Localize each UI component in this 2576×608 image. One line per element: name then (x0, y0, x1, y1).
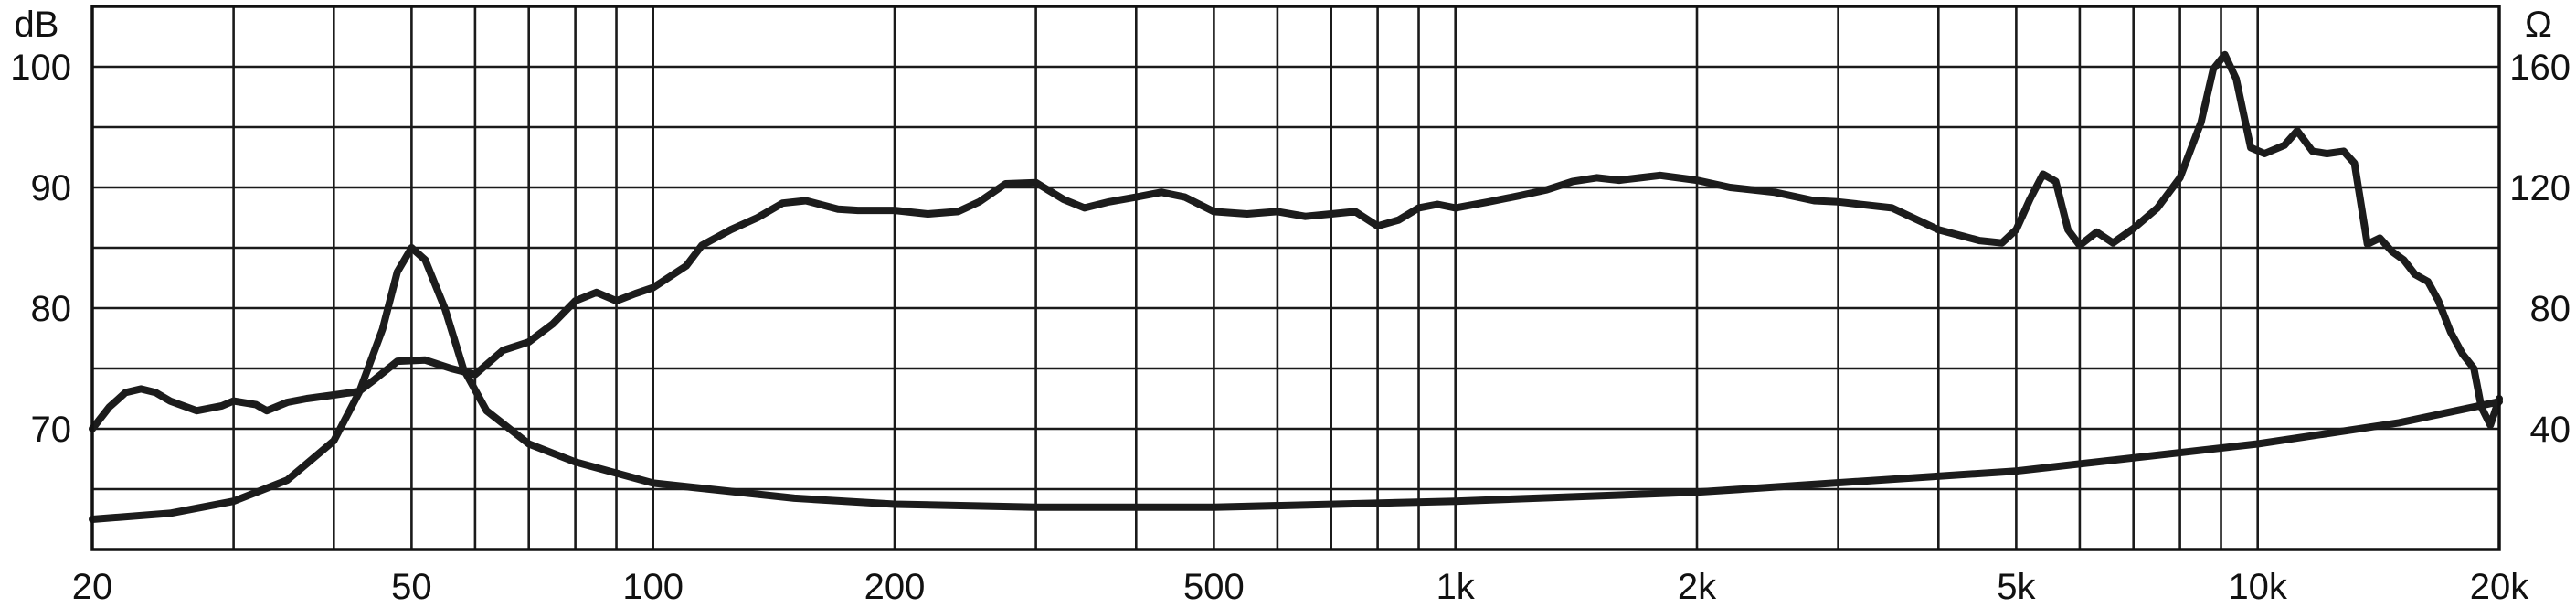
y-right-unit: Ω (2525, 5, 2552, 45)
grid (92, 6, 2499, 549)
y-right-tick-label: 160 (2509, 48, 2571, 88)
y-right-tick-label: 120 (2509, 168, 2571, 208)
axis-labels: 20 50 100 200 500 1k 2k 5k 10k 20k 70 80 90 100 40 80 12… (10, 48, 2571, 607)
y-left-tick-label: 100 (10, 48, 71, 88)
x-tick-label: 5k (1997, 567, 2036, 607)
y-left-tick-label: 90 (31, 168, 72, 208)
impedance-curve (89, 244, 2503, 523)
y-right-tick-label: 80 (2530, 289, 2571, 329)
x-tick-label: 500 (1183, 567, 1245, 607)
x-tick-label: 100 (622, 567, 684, 607)
y-left-unit: dB (15, 5, 59, 45)
x-tick-label: 200 (864, 567, 926, 607)
plot-border (90, 5, 2501, 551)
y-right-tick-label: 40 (2530, 410, 2571, 450)
series-group (89, 50, 2503, 523)
x-tick-label: 50 (391, 567, 432, 607)
y-left-tick-label: 80 (31, 289, 72, 329)
x-tick-label: 2k (1678, 567, 1717, 607)
x-tick-label: 20 (72, 567, 113, 607)
spl-curve (89, 50, 2503, 432)
x-tick-label: 10k (2228, 567, 2287, 607)
plot-frame (90, 5, 2501, 551)
y-left-tick-label: 70 (31, 410, 72, 450)
x-tick-label: 1k (1436, 567, 1476, 607)
x-tick-label: 20k (2470, 567, 2529, 607)
